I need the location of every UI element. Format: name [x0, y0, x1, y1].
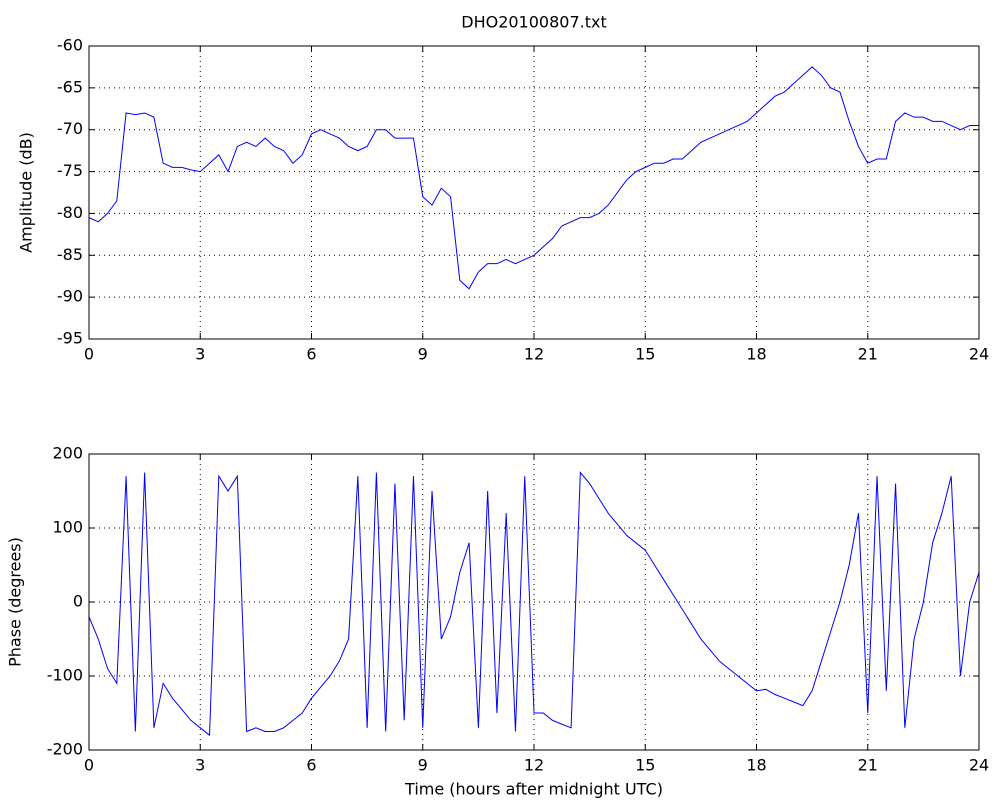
y-tick-label: 100 — [52, 518, 83, 537]
x-tick-label: 15 — [635, 756, 655, 775]
y-tick-label: -60 — [57, 36, 83, 55]
data-line — [88, 471, 980, 737]
y-tick-label: -95 — [57, 329, 83, 348]
chart-title: DHO20100807.txt — [461, 13, 606, 32]
y-tick-label: -85 — [57, 245, 83, 264]
x-tick-label: 18 — [746, 345, 766, 364]
x-tick-label: 15 — [635, 345, 655, 364]
x-tick-label: 9 — [418, 756, 428, 775]
axes-frame — [88, 453, 980, 751]
x-tick-label: 21 — [858, 756, 878, 775]
y-tick-label: 0 — [73, 592, 83, 611]
plot-area — [89, 46, 979, 339]
y-tick-label: -75 — [57, 161, 83, 180]
x-tick-label: 18 — [746, 756, 766, 775]
y-tick-label: -100 — [47, 666, 83, 685]
y-tick-label: -65 — [57, 77, 83, 96]
data-line — [88, 66, 979, 290]
x-tick-label: 12 — [524, 756, 544, 775]
axes-frame — [88, 45, 980, 340]
x-tick-label: 24 — [969, 756, 989, 775]
x-tick-label: 0 — [84, 756, 94, 775]
x-tick-label: 24 — [969, 345, 989, 364]
x-tick-label: 3 — [195, 345, 205, 364]
x-tick-label: 3 — [195, 756, 205, 775]
x-tick-label: 21 — [858, 345, 878, 364]
y-tick-label: -200 — [47, 740, 83, 759]
y-tick-label: 200 — [52, 444, 83, 463]
x-tick-label: 6 — [306, 345, 316, 364]
y-axis-label: Phase (degrees) — [6, 537, 25, 667]
y-tick-label: -80 — [57, 203, 83, 222]
x-tick-label: 12 — [524, 345, 544, 364]
x-tick-label: 6 — [306, 756, 316, 775]
x-axis-label: Time (hours after midnight UTC) — [404, 780, 663, 799]
y-tick-label: -70 — [57, 119, 83, 138]
x-tick-label: 0 — [84, 345, 94, 364]
y-axis-label: Amplitude (dB) — [17, 132, 36, 253]
x-tick-label: 9 — [418, 345, 428, 364]
y-tick-label: -90 — [57, 287, 83, 306]
